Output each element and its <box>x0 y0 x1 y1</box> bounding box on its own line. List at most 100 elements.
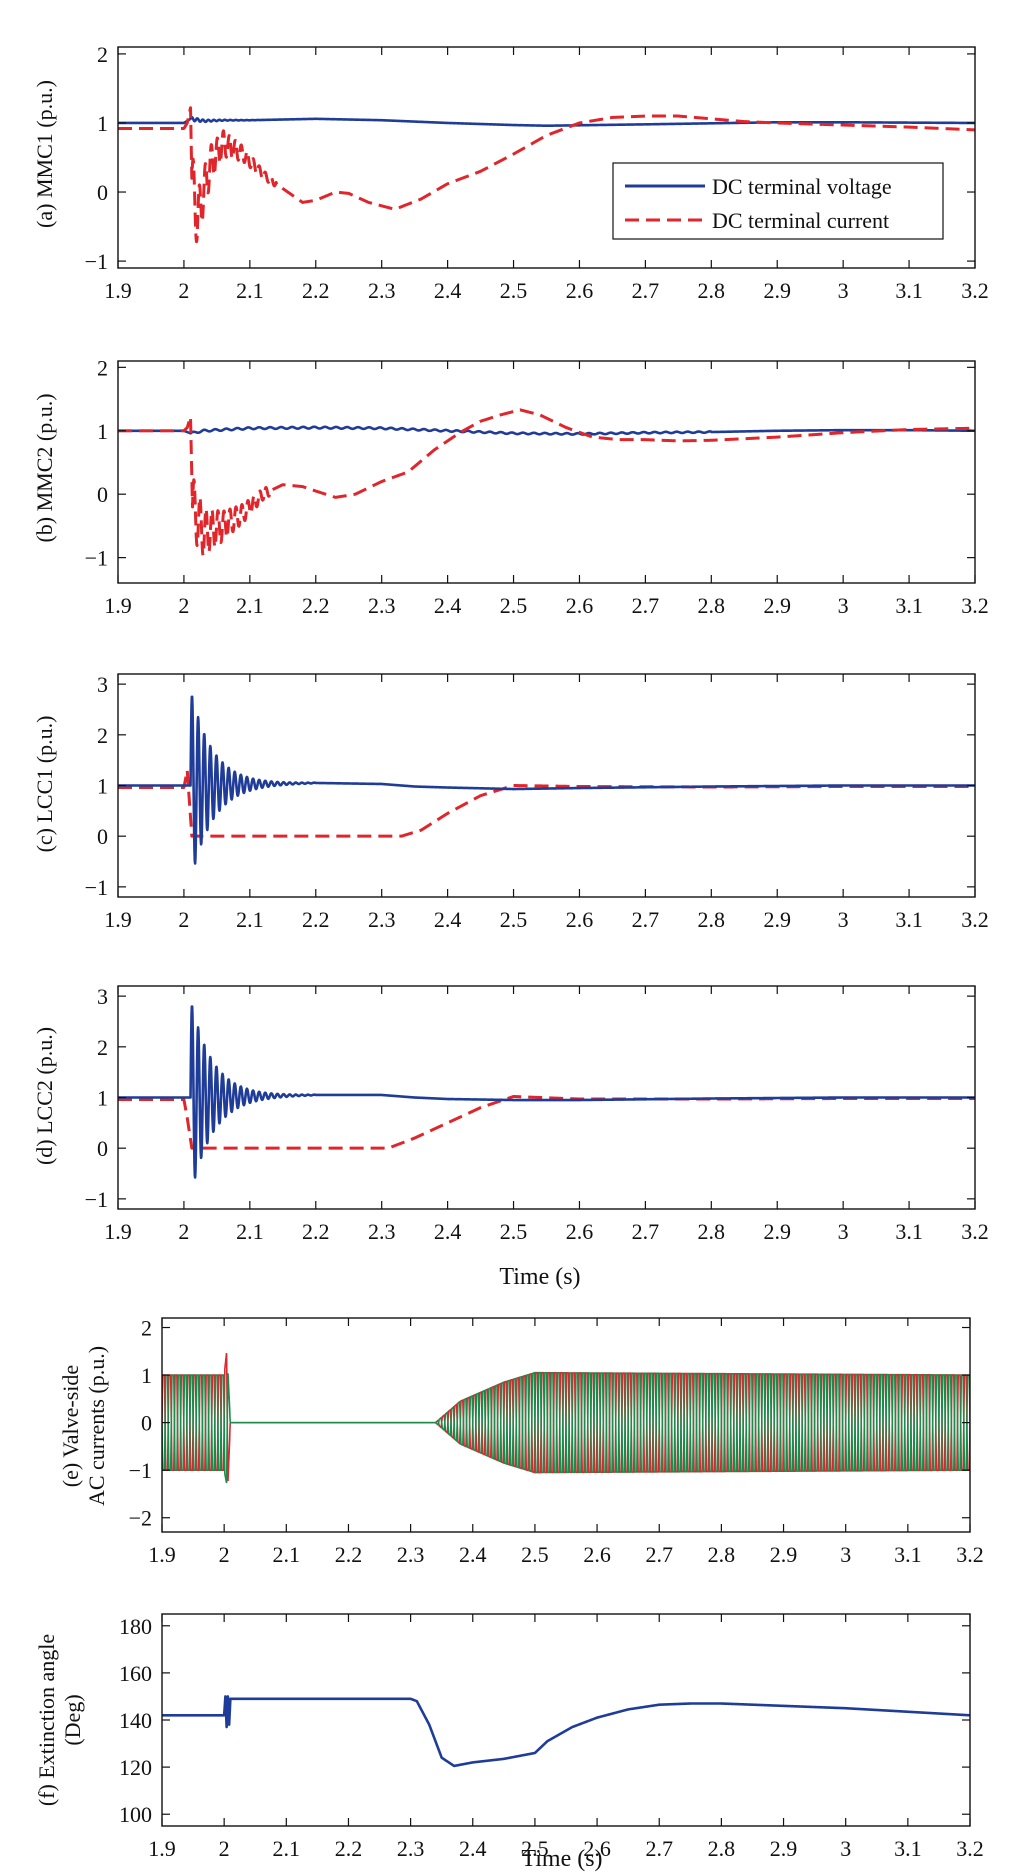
panel-f-axes: 1.9 2 2.1 2.2 2.3 2.4 2.5 2.6 2.7 2.8 2.9 3 3.1 3.2 10… <box>119 1613 984 1861</box>
x-tick-label: 3.1 <box>895 278 923 303</box>
x-tick-label: 2.4 <box>459 1542 487 1567</box>
x-tick-label: 1.9 <box>148 1542 176 1567</box>
y-tick-label: −1 <box>85 875 108 900</box>
x-tick-label: 1.9 <box>104 593 132 618</box>
panel-c-lcc1: 1.9 2 2.1 2.2 2.3 2.4 2.5 2.6 2.7 2.8 2.9 3 3.1 3.2 −1… <box>32 672 989 932</box>
x-tick-label: 3.2 <box>956 1542 984 1567</box>
x-tick-label: 2.9 <box>763 907 791 932</box>
x-tick-label: 1.9 <box>104 278 132 303</box>
x-tick-label: 1.9 <box>104 907 132 932</box>
series-line-dc-terminal-voltage <box>118 695 975 865</box>
x-tick-label: 2.5 <box>521 1542 549 1567</box>
series-line-dc-terminal-voltage <box>118 115 975 128</box>
y-tick-label: 3 <box>97 672 108 697</box>
y-tick-label: 2 <box>97 723 108 748</box>
panel-e-frame <box>161 1317 971 1533</box>
x-tick-label: 2.9 <box>763 593 791 618</box>
x-tick-label: 3.1 <box>895 907 923 932</box>
x-tick-label: 2.3 <box>368 907 396 932</box>
panel-e-y-axis-label-line1: (e) Valve-side <box>58 1365 83 1487</box>
y-tick-label: −1 <box>85 546 108 571</box>
x-tick-label: 3.1 <box>895 1219 923 1244</box>
y-tick-label: 0 <box>141 1411 152 1436</box>
series-line-dc-terminal-current <box>118 1094 975 1150</box>
y-tick-label: 0 <box>97 180 108 205</box>
x-tick-label: 3.2 <box>961 1219 989 1244</box>
x-tick-label: 2.4 <box>434 278 462 303</box>
panel-e-valve-currents: 1.9 2 2.1 2.2 2.3 2.4 2.5 2.6 2.7 2.8 2.9 3 3.1 3.2 −2… <box>58 1316 984 1567</box>
x-tick-label: 3.2 <box>956 1836 984 1861</box>
x-tick-label: 2.8 <box>708 1542 736 1567</box>
x-tick-label: 3 <box>840 1836 851 1861</box>
y-tick-label: 1 <box>97 774 108 799</box>
x-tick-label: 2.2 <box>302 593 330 618</box>
x-tick-label: 2.9 <box>763 1219 791 1244</box>
x-tick-label: 2.3 <box>368 1219 396 1244</box>
y-tick-label: 140 <box>119 1708 152 1733</box>
x-tick-label: 2 <box>219 1542 230 1567</box>
x-tick-label: 2.1 <box>236 278 264 303</box>
panel-e-plot-area <box>162 1352 970 1484</box>
y-tick-label: 1 <box>97 111 108 136</box>
y-tick-label: 1 <box>97 1086 108 1111</box>
x-tick-label: 2.3 <box>397 1542 425 1567</box>
x-tick-label: 3 <box>838 278 849 303</box>
x-tick-label: 2 <box>178 593 189 618</box>
x-tick-label: 2.9 <box>770 1836 798 1861</box>
x-tick-label: 3.2 <box>961 907 989 932</box>
y-tick-label: 180 <box>119 1614 152 1639</box>
x-tick-label: 2.7 <box>632 593 660 618</box>
panel-d-lcc2: 1.9 2 2.1 2.2 2.3 2.4 2.5 2.6 2.7 2.8 2.9 3 3.1 3.2 −1… <box>32 984 989 1290</box>
x-tick-label: 3.1 <box>894 1836 922 1861</box>
panel-a-y-axis-label: (a) MMC1 (p.u.) <box>32 80 57 228</box>
y-tick-label: 2 <box>97 355 108 380</box>
x-tick-label: 2.5 <box>500 593 528 618</box>
panel-f-extinction-angle: 1.9 2 2.1 2.2 2.3 2.4 2.5 2.6 2.7 2.8 2.9 3 3.1 3.2 10… <box>34 1613 984 1872</box>
panel-c-plot-area <box>118 695 975 865</box>
x-tick-label: 2 <box>178 907 189 932</box>
panel-c-y-axis-label: (c) LCC1 (p.u.) <box>32 716 57 853</box>
y-tick-label: 0 <box>97 482 108 507</box>
panel-b-axes: 1.9 2 2.1 2.2 2.3 2.4 2.5 2.6 2.7 2.8 2.9 3 3.1 3.2 −1… <box>85 355 989 618</box>
panel-f-frame <box>161 1613 971 1827</box>
legend: DC terminal voltage DC terminal current <box>612 162 944 240</box>
x-tick-label: 2.4 <box>459 1836 487 1861</box>
panel-a-axes: 1.9 2 2.1 2.2 2.3 2.4 2.5 2.6 2.7 2.8 2.9 3 3.1 3.2 −1… <box>85 42 989 303</box>
x-tick-label: 2.9 <box>770 1542 798 1567</box>
x-tick-label: 2.2 <box>335 1542 363 1567</box>
y-tick-label: −1 <box>85 1187 108 1212</box>
x-tick-label: 2.2 <box>302 907 330 932</box>
x-tick-label: 2.4 <box>434 907 462 932</box>
y-tick-label: −2 <box>129 1506 152 1531</box>
x-tick-label: 2.1 <box>236 1219 264 1244</box>
x-tick-label: 2 <box>219 1836 230 1861</box>
x-tick-label: 2.2 <box>335 1836 363 1861</box>
series-line-dc-terminal-voltage <box>118 1005 975 1179</box>
x-tick-label: 2.8 <box>698 593 726 618</box>
x-tick-label: 2.4 <box>434 593 462 618</box>
y-tick-label: 160 <box>119 1661 152 1686</box>
panel-a-frame <box>117 46 976 269</box>
panel-d-x-axis-label: Time (s) <box>499 1264 580 1290</box>
panel-a-mmc1: 1.9 2 2.1 2.2 2.3 2.4 2.5 2.6 2.7 2.8 2.9 3 3.1 3.2 −1… <box>32 42 989 303</box>
x-tick-label: 2.8 <box>698 278 726 303</box>
legend-current-label: DC terminal current <box>712 208 889 233</box>
legend-voltage-label: DC terminal voltage <box>712 174 892 199</box>
x-tick-label: 2.5 <box>500 1219 528 1244</box>
x-tick-label: 2.3 <box>397 1836 425 1861</box>
panel-d-y-axis-label: (d) LCC2 (p.u.) <box>32 1027 57 1165</box>
panel-b-frame <box>117 360 976 584</box>
y-tick-label: 1 <box>141 1363 152 1388</box>
x-tick-label: 3.2 <box>961 278 989 303</box>
x-tick-label: 2.3 <box>368 278 396 303</box>
x-tick-label: 2.6 <box>566 278 594 303</box>
x-tick-label: 2.3 <box>368 593 396 618</box>
y-tick-label: 2 <box>141 1316 152 1341</box>
series-line-dc-terminal-current <box>118 408 975 557</box>
panel-c-axes: 1.9 2 2.1 2.2 2.3 2.4 2.5 2.6 2.7 2.8 2.9 3 3.1 3.2 −1… <box>85 672 989 932</box>
panel-e-axes: 1.9 2 2.1 2.2 2.3 2.4 2.5 2.6 2.7 2.8 2.9 3 3.1 3.2 −2… <box>129 1316 984 1567</box>
series-line-dc-terminal-current <box>118 106 975 244</box>
x-tick-label: 2.1 <box>273 1836 301 1861</box>
x-tick-label: 3.2 <box>961 593 989 618</box>
